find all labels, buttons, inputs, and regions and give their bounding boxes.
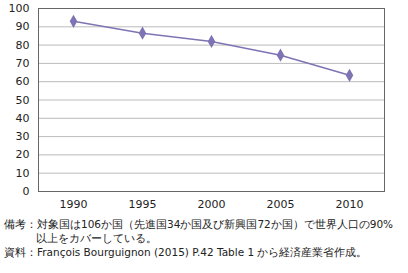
svg-text:40: 40	[16, 112, 30, 125]
svg-text:2005: 2005	[267, 198, 295, 211]
html-text:資料：François Bourguignon (2015): 資料：François Bourguignon (2015) P.42 Tabl…	[4, 246, 368, 258]
svg-text:60: 60	[16, 75, 30, 88]
svg-text:1995: 1995	[129, 198, 157, 211]
svg-text:0: 0	[23, 185, 30, 198]
svg-text:80: 80	[16, 39, 30, 52]
svg-text:20: 20	[16, 148, 30, 161]
svg-text:70: 70	[16, 57, 30, 70]
svg-text:50: 50	[16, 94, 30, 107]
svg-text:2000: 2000	[198, 198, 226, 211]
svg-text:10: 10	[16, 167, 30, 180]
html-text:備考：対象国は106か国（先進国34か国及び新興国72か国）: 備考：対象国は106か国（先進国34か国及び新興国72か国）で世界人口の90%以…	[4, 218, 394, 244]
svg-text:1990: 1990	[60, 198, 88, 211]
svg-text:100: 100	[9, 2, 30, 15]
svg-text:90: 90	[16, 20, 30, 33]
svg-text:2010: 2010	[336, 198, 364, 211]
svg-text:30: 30	[16, 130, 30, 143]
